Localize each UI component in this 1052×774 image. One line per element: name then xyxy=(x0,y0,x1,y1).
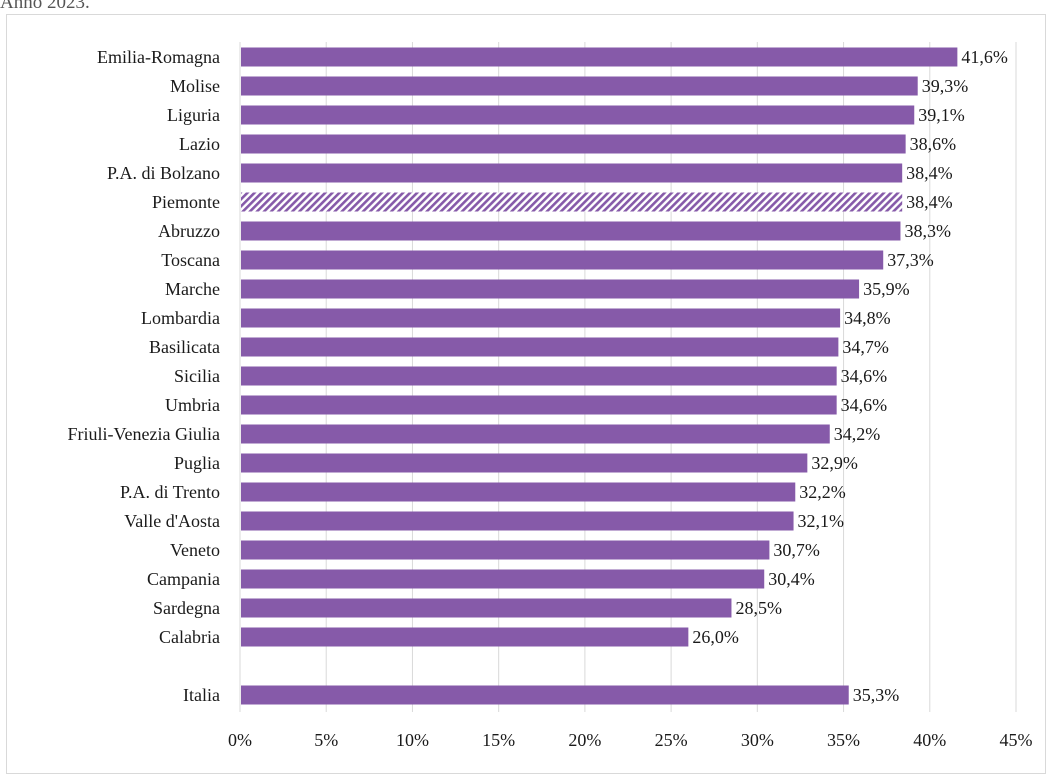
category-label: Marche xyxy=(165,279,220,299)
bar xyxy=(241,511,794,531)
category-label: Puglia xyxy=(174,453,220,473)
category-label: Valle d'Aosta xyxy=(124,511,220,531)
bar-highlighted xyxy=(241,192,903,212)
bar xyxy=(241,685,849,705)
value-label: 34,8% xyxy=(844,308,891,328)
x-tick-label: 35% xyxy=(827,730,860,750)
category-label: P.A. di Trento xyxy=(120,482,220,502)
x-tick-label: 30% xyxy=(741,730,774,750)
category-label: Friuli-Venezia Giulia xyxy=(68,424,220,444)
header-text: Anno 2023. xyxy=(0,0,90,13)
value-label: 39,3% xyxy=(922,76,969,96)
bar xyxy=(241,250,884,270)
bar xyxy=(241,47,958,67)
category-label: Veneto xyxy=(170,540,220,560)
x-tick-label: 15% xyxy=(482,730,515,750)
x-tick-label: 45% xyxy=(1000,730,1033,750)
value-label: 38,4% xyxy=(906,163,953,183)
bar xyxy=(241,598,732,618)
value-label: 38,4% xyxy=(906,192,953,212)
bar xyxy=(241,627,689,647)
x-tick-label: 40% xyxy=(913,730,946,750)
bar xyxy=(241,105,915,125)
value-label: 30,7% xyxy=(773,540,820,560)
value-label: 28,5% xyxy=(735,598,782,618)
x-tick-label: 20% xyxy=(568,730,601,750)
value-label: 37,3% xyxy=(887,250,934,270)
category-label: Lazio xyxy=(179,134,220,154)
value-label: 35,3% xyxy=(853,685,900,705)
bar xyxy=(241,540,770,560)
x-tick-label: 5% xyxy=(314,730,338,750)
value-label: 34,6% xyxy=(841,395,888,415)
value-label: 34,6% xyxy=(841,366,888,386)
value-label: 34,7% xyxy=(842,337,889,357)
category-label: Sicilia xyxy=(174,366,220,386)
value-label: 38,6% xyxy=(910,134,957,154)
value-label: 30,4% xyxy=(768,569,815,589)
category-label: Basilicata xyxy=(149,337,220,357)
category-label: Sardegna xyxy=(153,598,220,618)
x-tick-label: 0% xyxy=(228,730,252,750)
value-label: 32,9% xyxy=(811,453,858,473)
value-label: 35,9% xyxy=(863,279,910,299)
bar xyxy=(241,308,841,328)
category-label: Abruzzo xyxy=(158,221,220,241)
bar xyxy=(241,569,765,589)
bar xyxy=(241,424,830,444)
value-label: 26,0% xyxy=(692,627,739,647)
labels: 0% 5% 10% 15% 20% 25% 30% 35% 40% 45% Emilia-Romag… xyxy=(68,47,1033,750)
bar xyxy=(241,134,906,154)
category-label: Umbria xyxy=(165,395,220,415)
category-label: Molise xyxy=(170,76,220,96)
bar xyxy=(241,395,837,415)
x-tick-label: 25% xyxy=(655,730,688,750)
bars xyxy=(241,47,958,705)
bar xyxy=(241,453,808,473)
value-label: 39,1% xyxy=(918,105,965,125)
value-label: 34,2% xyxy=(834,424,881,444)
bar xyxy=(241,337,839,357)
x-tick-label: 10% xyxy=(396,730,429,750)
category-label: Emilia-Romagna xyxy=(97,47,220,67)
category-label: Liguria xyxy=(167,105,220,125)
category-label: Calabria xyxy=(159,627,220,647)
bar xyxy=(241,221,901,241)
bar xyxy=(241,482,796,502)
value-label: 32,1% xyxy=(798,511,845,531)
bar xyxy=(241,366,837,386)
category-label: Campania xyxy=(147,569,220,589)
category-label: Toscana xyxy=(161,250,220,270)
category-label: Italia xyxy=(183,685,220,705)
category-label: P.A. di Bolzano xyxy=(107,163,220,183)
category-label: Lombardia xyxy=(141,308,220,328)
bar xyxy=(241,76,918,96)
bar xyxy=(241,163,903,183)
category-label: Piemonte xyxy=(152,192,220,212)
value-label: 38,3% xyxy=(904,221,951,241)
value-label: 32,2% xyxy=(799,482,846,502)
bar xyxy=(241,279,860,299)
value-label: 41,6% xyxy=(961,47,1008,67)
